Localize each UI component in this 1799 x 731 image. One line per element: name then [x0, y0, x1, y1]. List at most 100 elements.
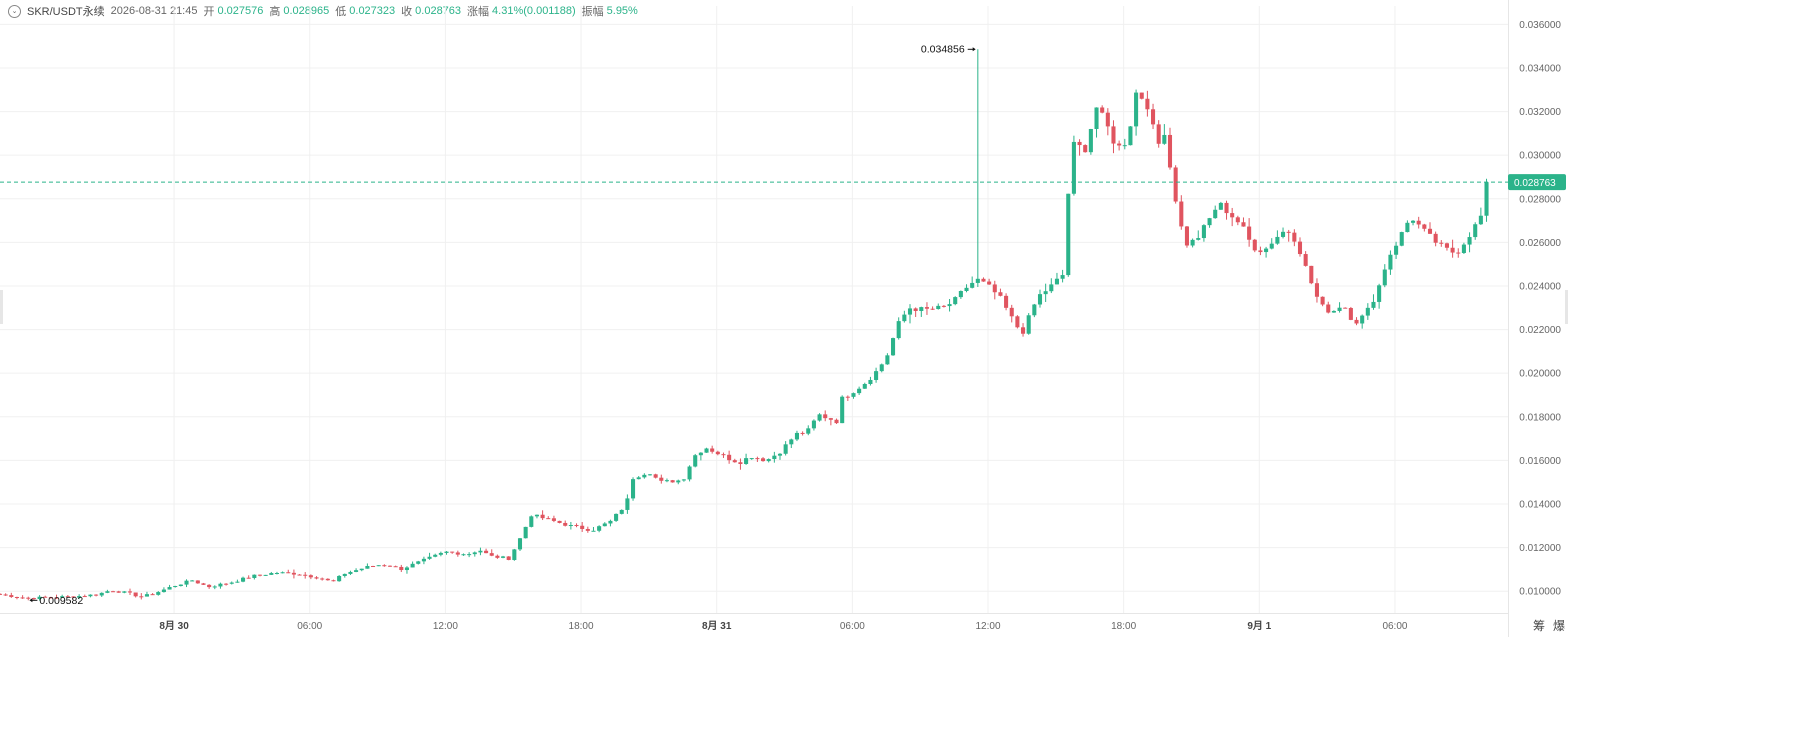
last-price-tag	[1508, 174, 1566, 191]
candle	[704, 447, 709, 453]
collapse-icon[interactable]: ⌄	[8, 4, 21, 18]
candle	[1394, 241, 1399, 259]
candle-body	[9, 595, 14, 597]
candle-body	[14, 596, 19, 598]
candle	[1258, 246, 1263, 256]
candle	[670, 479, 675, 483]
candle	[354, 568, 359, 573]
candle	[1230, 207, 1235, 227]
candle-body	[585, 528, 590, 531]
candle-body	[614, 513, 619, 521]
y-tick-label: 0.034000	[1519, 63, 1561, 74]
candle	[404, 566, 409, 574]
candle	[161, 587, 166, 593]
candle	[133, 592, 138, 598]
candle-body	[1461, 244, 1466, 253]
y-tick-label: 0.024000	[1519, 281, 1561, 292]
candle	[0, 593, 3, 596]
y-tick-label: 0.036000	[1519, 20, 1561, 31]
candle	[376, 565, 381, 567]
candle-body	[557, 520, 562, 523]
candle-body	[178, 584, 183, 586]
candle	[467, 552, 472, 558]
candle-body	[455, 552, 460, 555]
price-axis-panel[interactable]	[1508, 0, 1569, 637]
candle-body	[416, 561, 421, 564]
candle-body	[913, 308, 918, 311]
x-tick-label: 12:00	[433, 621, 458, 632]
candle	[941, 305, 946, 308]
candle-body	[811, 420, 816, 429]
candle-body	[608, 520, 613, 524]
candle-body	[1196, 238, 1201, 240]
candle	[71, 596, 76, 599]
candle-body	[840, 396, 845, 424]
candle	[1444, 242, 1449, 251]
candle	[1134, 89, 1139, 136]
chips-button[interactable]: 筹	[1533, 619, 1546, 633]
candle	[1060, 269, 1065, 283]
y-tick-label: 0.020000	[1519, 369, 1561, 380]
candle	[744, 453, 749, 465]
candlestick-chart[interactable]: 0.028763 0.034856 0.009582 0.036000 0.03400…	[0, 0, 1568, 637]
candle-body	[563, 522, 568, 526]
candle	[263, 574, 268, 576]
grid-lines	[0, 6, 1508, 613]
candle-body	[1439, 242, 1444, 244]
candle	[1151, 103, 1156, 130]
candle	[257, 574, 263, 577]
candle-body	[1326, 304, 1331, 313]
candle-body	[354, 570, 359, 572]
candle-body	[1467, 237, 1472, 245]
candle	[1066, 193, 1071, 277]
candle-body	[218, 583, 223, 587]
candle	[1297, 237, 1303, 257]
candle-body	[1105, 112, 1110, 127]
candle-body	[715, 451, 720, 455]
candle-body	[269, 573, 274, 575]
candle-body	[184, 580, 189, 585]
max-price-annotation: 0.034856	[921, 43, 965, 55]
candle	[274, 571, 279, 575]
candle	[150, 593, 155, 596]
candle-body	[472, 552, 477, 555]
candle	[585, 526, 590, 533]
candle-body	[845, 396, 850, 398]
candle-body	[1156, 124, 1161, 144]
candle	[371, 565, 376, 568]
candle-body	[1371, 301, 1376, 308]
corner-buttons: 筹 爆	[1533, 617, 1565, 634]
left-resize-handle[interactable]	[0, 290, 3, 324]
candle-body	[365, 566, 370, 569]
right-resize-handle[interactable]	[1565, 290, 1568, 324]
candle	[1049, 278, 1054, 294]
candle-body	[512, 549, 517, 560]
candle	[1354, 317, 1359, 326]
low-value: 0.027323	[349, 5, 396, 17]
candle	[438, 551, 443, 557]
candle	[563, 520, 568, 527]
liquidation-button[interactable]: 爆	[1553, 619, 1566, 633]
candle	[1071, 135, 1076, 196]
candle	[1303, 251, 1308, 267]
candle	[1314, 278, 1319, 303]
candle-body	[399, 566, 404, 571]
candle-body	[111, 591, 116, 593]
candle	[506, 556, 511, 561]
candle	[924, 302, 929, 315]
candle-time: 2026-08-31 21:45	[110, 5, 198, 17]
candle-body	[958, 291, 963, 298]
candle-body	[975, 278, 980, 283]
candle	[1405, 220, 1410, 233]
candle-body	[404, 567, 409, 571]
candle-body	[1094, 107, 1099, 129]
candle-body	[766, 459, 771, 462]
time-axis-panel[interactable]	[0, 613, 1508, 638]
y-tick-label: 0.032000	[1519, 107, 1561, 118]
candle	[1043, 283, 1048, 302]
candle-body	[212, 586, 217, 588]
candle	[534, 514, 539, 519]
candle-body	[156, 592, 161, 595]
candle-body	[229, 582, 234, 584]
candle-body	[1167, 134, 1173, 168]
